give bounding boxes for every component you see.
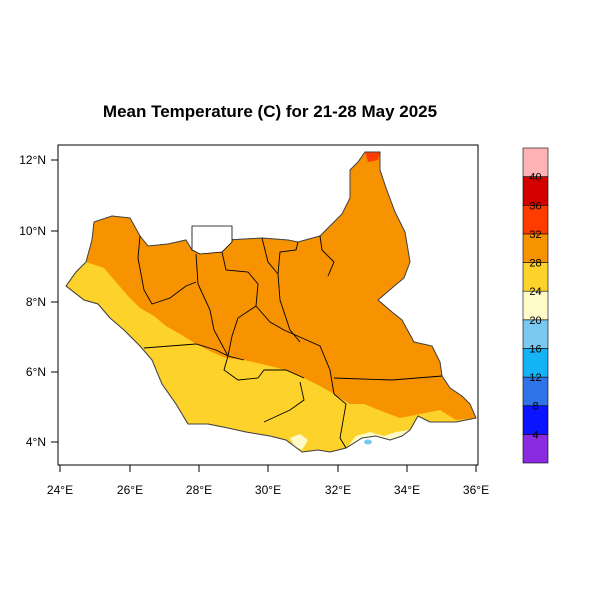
x-tick-label: 26°E	[117, 483, 143, 497]
legend-swatch	[522, 434, 549, 464]
x-tick-label: 30°E	[255, 483, 281, 497]
x-tick-label: 36°E	[463, 483, 489, 497]
y-tick-label: 4°N	[26, 435, 46, 449]
legend-label: 36	[529, 200, 541, 212]
legend-label: 20	[529, 315, 541, 327]
legend-label: 12	[529, 372, 541, 384]
zone-32-36	[365, 152, 380, 162]
legend-label: 40	[529, 172, 541, 184]
legend-label: 8	[532, 401, 538, 413]
legend-swatch	[522, 405, 549, 435]
legend-label: 16	[529, 343, 541, 355]
state-boundaries	[137, 235, 443, 449]
legend-swatch	[522, 319, 549, 349]
y-tick-label: 8°N	[26, 295, 46, 309]
legend-swatch	[522, 204, 549, 235]
y-tick-label: 10°N	[19, 224, 46, 238]
legend-label: 24	[529, 286, 541, 298]
legend-label: 28	[529, 258, 541, 270]
map-title: Mean Temperature (C) for 21-28 May 2025	[102, 102, 438, 121]
x-tick-label: 32°E	[325, 483, 351, 497]
zone-16-20	[364, 439, 372, 445]
legend-swatch	[522, 233, 549, 263]
color-legend: 4 8 12 16 20 24 28 32 36 40	[522, 147, 549, 464]
legend-swatch	[522, 290, 549, 321]
x-tick-label: 28°E	[186, 483, 212, 497]
legend-swatch	[522, 348, 549, 378]
y-tick-label: 6°N	[26, 365, 46, 379]
x-tick-label: 34°E	[394, 483, 420, 497]
zone-20-24	[348, 430, 410, 446]
legend-swatch	[522, 376, 549, 407]
x-tick-label: 24°E	[47, 483, 73, 497]
x-axis: 24°E 26°E 28°E 30°E 32°E 34°E 36°E	[47, 465, 489, 497]
y-tick-label: 12°N	[19, 153, 46, 167]
zone-28-32	[86, 152, 476, 420]
legend-swatch	[522, 147, 549, 177]
legend-label: 32	[529, 229, 541, 241]
legend-swatch	[522, 176, 549, 206]
y-axis: 4°N 6°N 8°N 10°N 12°N	[19, 153, 58, 449]
south-sudan-map	[65, 151, 477, 453]
legend-swatch	[522, 262, 549, 292]
legend-label: 4	[532, 429, 538, 441]
